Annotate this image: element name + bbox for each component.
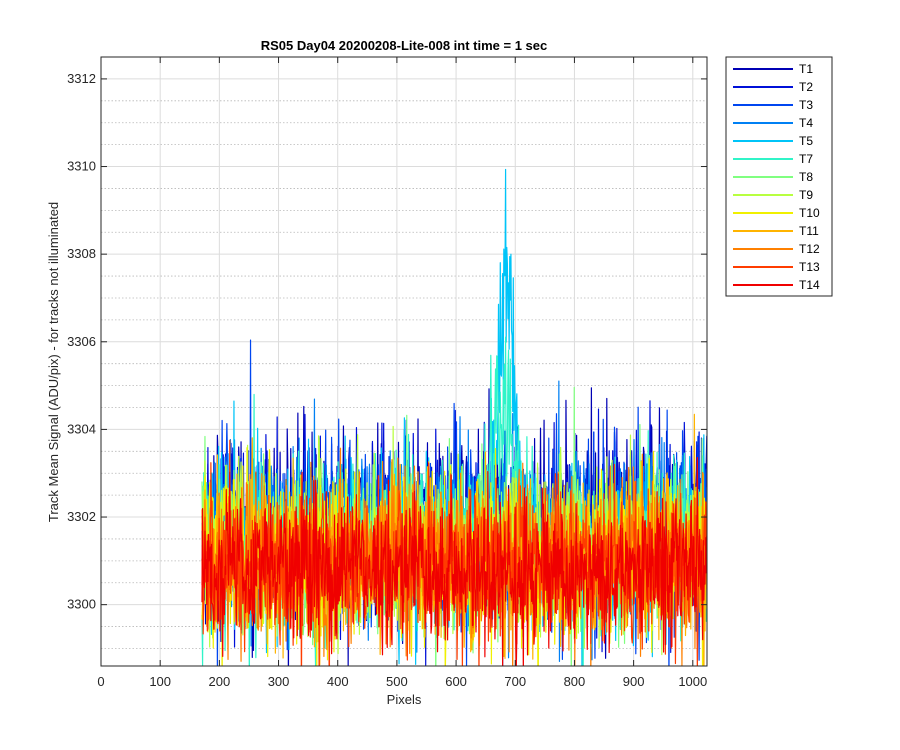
y-tick-label: 3304: [67, 421, 96, 436]
x-tick-label: 800: [564, 674, 586, 689]
y-tick-label: 3310: [67, 159, 96, 174]
axes-box: [100, 56, 708, 667]
legend-items: T1 T2 T3 T4 T5 T7 T8 T9 T10 T11 T12 T13 T14: [733, 62, 820, 292]
chart-title: RS05 Day04 20200208-Lite-008 int time = …: [261, 38, 548, 53]
y-tick-label: 3302: [67, 509, 96, 524]
ticks: 0 100 200 300 400 500 600 700 800 900 1000 3300 3302…: [67, 57, 707, 689]
legend-label-t11: T11: [799, 224, 819, 238]
legend-label-t1: T1: [799, 62, 813, 76]
legend-label-t8: T8: [799, 170, 813, 184]
x-tick-label: 1000: [678, 674, 707, 689]
y-tick-label: 3312: [67, 71, 96, 86]
x-axis-label: Pixels: [387, 692, 422, 707]
plot-area: 0 100 200 300 400 500 600 700 800 900 1000 3300 3302…: [67, 56, 708, 689]
x-tick-label: 100: [149, 674, 171, 689]
x-tick-label: 400: [327, 674, 349, 689]
y-axis-label: Track Mean Signal (ADU/pix) - for tracks…: [46, 202, 61, 522]
x-tick-label: 900: [623, 674, 645, 689]
x-tick-label: 700: [504, 674, 526, 689]
legend-label-t3: T3: [799, 98, 813, 112]
legend-label-t5: T5: [799, 134, 813, 148]
x-tick-label: 0: [97, 674, 104, 689]
legend-label-t10: T10: [799, 206, 820, 220]
legend-label-t2: T2: [799, 80, 813, 94]
legend: T1 T2 T3 T4 T5 T7 T8 T9 T10 T11 T12 T13 T14: [725, 56, 833, 297]
x-tick-label: 200: [209, 674, 231, 689]
y-tick-label: 3308: [67, 246, 96, 261]
legend-label-t4: T4: [799, 116, 813, 130]
legend-label-t13: T13: [799, 260, 820, 274]
x-tick-label: 500: [386, 674, 408, 689]
legend-label-t9: T9: [799, 188, 813, 202]
x-tick-label: 600: [445, 674, 467, 689]
y-tick-label: 3306: [67, 334, 96, 349]
legend-label-t14: T14: [799, 278, 820, 292]
y-tick-label: 3300: [67, 597, 96, 612]
legend-label-t7: T7: [799, 152, 813, 166]
legend-label-t12: T12: [799, 242, 820, 256]
x-tick-label: 300: [268, 674, 290, 689]
